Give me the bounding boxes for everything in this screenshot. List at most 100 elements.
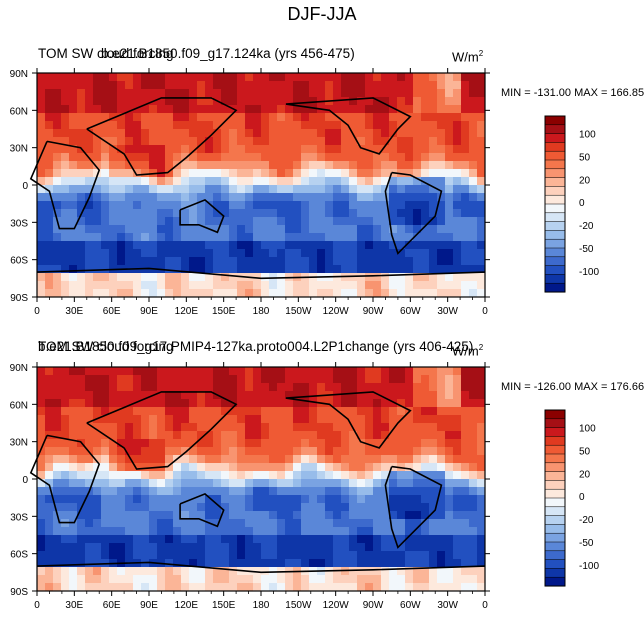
heatmap-cell bbox=[45, 265, 54, 274]
heatmap-cell bbox=[293, 257, 302, 266]
heatmap-cell bbox=[221, 391, 230, 400]
heatmap-cell bbox=[213, 121, 222, 130]
heatmap-cell bbox=[69, 241, 78, 250]
heatmap-cell bbox=[157, 511, 166, 520]
heatmap-cell bbox=[285, 137, 294, 146]
heatmap-cell bbox=[77, 391, 86, 400]
heatmap-cell bbox=[461, 551, 470, 560]
heatmap-cell bbox=[221, 519, 230, 528]
heatmap-cell bbox=[445, 289, 454, 298]
heatmap-cell bbox=[93, 383, 102, 392]
heatmap-cell bbox=[189, 479, 198, 488]
heatmap-cell bbox=[197, 391, 206, 400]
heatmap-cell bbox=[213, 217, 222, 226]
heatmap-cell bbox=[69, 73, 78, 82]
heatmap-cell bbox=[253, 495, 262, 504]
heatmap-cell bbox=[413, 209, 422, 218]
heatmap-cell bbox=[469, 73, 478, 82]
heatmap-cell bbox=[157, 233, 166, 242]
heatmap-cell bbox=[45, 217, 54, 226]
heatmap-cell bbox=[133, 527, 142, 536]
heatmap-cell bbox=[53, 407, 62, 416]
heatmap-cell bbox=[317, 479, 326, 488]
heatmap-cell bbox=[245, 153, 254, 162]
heatmap-cell bbox=[253, 105, 262, 114]
heatmap-cell bbox=[61, 169, 70, 178]
heatmap-cell bbox=[245, 209, 254, 218]
heatmap-cell bbox=[189, 503, 198, 512]
heatmap-cell bbox=[165, 511, 174, 520]
heatmap-cell bbox=[37, 177, 46, 186]
heatmap-cell bbox=[373, 89, 382, 98]
heatmap-cell bbox=[437, 471, 446, 480]
heatmap-cell bbox=[221, 407, 230, 416]
heatmap-cell bbox=[37, 113, 46, 122]
heatmap-cell bbox=[125, 137, 134, 146]
heatmap-cell bbox=[261, 89, 270, 98]
heatmap-cell bbox=[157, 145, 166, 154]
heatmap-cell bbox=[365, 407, 374, 416]
heatmap-cell bbox=[69, 89, 78, 98]
heatmap-cell bbox=[77, 105, 86, 114]
heatmap-cell bbox=[253, 113, 262, 122]
heatmap-cell bbox=[293, 527, 302, 536]
heatmap-cell bbox=[301, 129, 310, 138]
heatmap-cell bbox=[373, 431, 382, 440]
heatmap-cell bbox=[405, 193, 414, 202]
heatmap-cell bbox=[77, 97, 86, 106]
heatmap-cell bbox=[229, 97, 238, 106]
heatmap-cell bbox=[397, 495, 406, 504]
panel-title-case: b.e21.B1850.f09_g17.PMIP4-127ka.proto004… bbox=[38, 339, 474, 354]
heatmap-cell bbox=[61, 367, 70, 376]
heatmap-cell bbox=[157, 399, 166, 408]
heatmap-cell bbox=[205, 383, 214, 392]
heatmap-cell bbox=[429, 527, 438, 536]
heatmap-cell bbox=[141, 161, 150, 170]
heatmap-cell bbox=[77, 407, 86, 416]
heatmap-cell bbox=[469, 447, 478, 456]
heatmap-cell bbox=[221, 415, 230, 424]
heatmap-cell bbox=[309, 81, 318, 90]
heatmap-cell bbox=[365, 495, 374, 504]
heatmap-cell bbox=[309, 161, 318, 170]
heatmap-cell bbox=[181, 241, 190, 250]
y-tick-label: 90N bbox=[10, 363, 28, 374]
heatmap-cell bbox=[45, 391, 54, 400]
heatmap-cell bbox=[197, 97, 206, 106]
heatmap-cell bbox=[269, 137, 278, 146]
heatmap-cell bbox=[381, 185, 390, 194]
heatmap-cell bbox=[165, 281, 174, 290]
heatmap-cell bbox=[429, 455, 438, 464]
heatmap-cell bbox=[285, 225, 294, 234]
heatmap-cell bbox=[165, 391, 174, 400]
heatmap-cell bbox=[389, 567, 398, 576]
heatmap-cell bbox=[149, 81, 158, 90]
heatmap-cell bbox=[477, 249, 486, 258]
heatmap-cell bbox=[237, 439, 246, 448]
heatmap-cell bbox=[85, 217, 94, 226]
heatmap-cell bbox=[277, 217, 286, 226]
heatmap-cell bbox=[285, 289, 294, 298]
heatmap-cell bbox=[261, 519, 270, 528]
heatmap-cell bbox=[373, 535, 382, 544]
heatmap-cell bbox=[157, 273, 166, 282]
x-tick-label: 120W bbox=[323, 600, 350, 611]
heatmap-cell bbox=[53, 559, 62, 568]
heatmap-cell bbox=[101, 225, 110, 234]
heatmap-cell bbox=[269, 185, 278, 194]
heatmap-cell bbox=[293, 519, 302, 528]
heatmap-cell bbox=[317, 137, 326, 146]
heatmap-cell bbox=[149, 209, 158, 218]
heatmap-cell bbox=[85, 503, 94, 512]
heatmap-cell bbox=[117, 455, 126, 464]
heatmap-cell bbox=[85, 121, 94, 130]
heatmap-cell bbox=[453, 535, 462, 544]
heatmap-cell bbox=[461, 137, 470, 146]
heatmap-cell bbox=[341, 527, 350, 536]
heatmap-cell bbox=[45, 439, 54, 448]
heatmap-cell bbox=[157, 575, 166, 584]
heatmap-cell bbox=[109, 471, 118, 480]
heatmap-cell bbox=[221, 575, 230, 584]
heatmap-cell bbox=[213, 463, 222, 472]
heatmap-cell bbox=[477, 559, 486, 568]
